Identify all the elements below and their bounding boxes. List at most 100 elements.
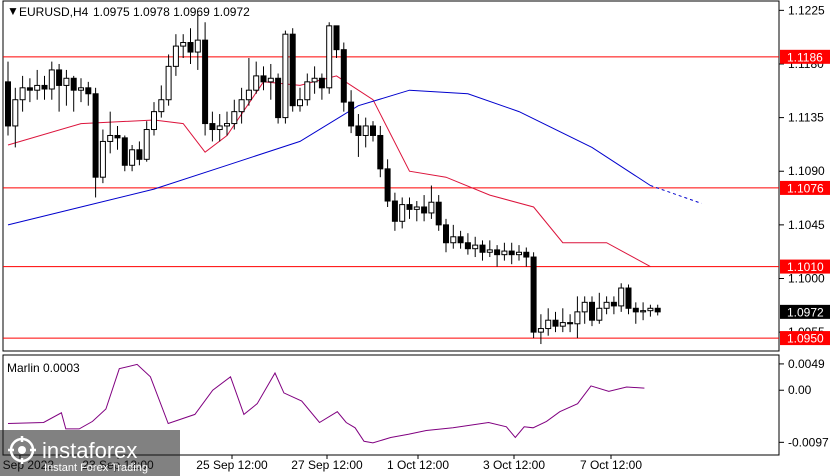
bearish-candle: [70, 77, 77, 91]
level-tag: [780, 180, 830, 195]
bearish-candle: [85, 87, 92, 95]
bullish-candle: [107, 134, 114, 142]
level-tag: [780, 49, 830, 64]
ohlc-values: 1.0975 1.0978 1.0969 1.0972: [93, 5, 250, 19]
bearish-candle: [552, 319, 559, 327]
bullish-candle: [413, 206, 420, 210]
bullish-candle: [297, 99, 303, 107]
moving-averages: [7, 75, 702, 268]
bearish-candle: [530, 256, 537, 333]
bullish-candle: [158, 99, 165, 113]
bearish-candle: [92, 93, 99, 178]
level-label: 1.1010: [787, 260, 824, 274]
bullish-candle: [180, 42, 187, 47]
last-price-tag: [780, 304, 830, 319]
bearish-candle: [377, 134, 384, 170]
logo-mark-icon: [8, 436, 36, 464]
marlin-line: [7, 363, 645, 444]
bearish-candle: [26, 87, 33, 91]
bullish-candle: [231, 111, 238, 125]
bearish-candle: [435, 201, 442, 226]
bearish-candle: [340, 49, 347, 103]
level-label: 1.0950: [787, 332, 824, 346]
level-label: 1.1186: [787, 50, 823, 64]
bullish-candle: [596, 307, 603, 321]
bearish-candle: [654, 307, 661, 313]
bearish-candle: [202, 39, 209, 125]
bullish-candle: [194, 39, 201, 53]
bearish-candle: [56, 69, 63, 86]
bullish-candle: [34, 84, 41, 91]
bullish-candle: [537, 328, 544, 333]
bearish-candle: [494, 249, 501, 256]
price-tick-label: 1.1135: [788, 111, 824, 125]
bearish-candle: [260, 75, 267, 83]
bullish-candle: [99, 140, 106, 178]
bearish-candle: [421, 206, 428, 214]
bearish-candle: [318, 77, 325, 89]
bullish-candle: [129, 149, 136, 166]
bearish-candle: [406, 204, 413, 210]
bullish-candle: [574, 311, 581, 325]
bullish-candle: [172, 45, 179, 67]
bearish-candle: [457, 236, 464, 244]
bullish-candle: [501, 250, 508, 256]
bullish-candle: [326, 25, 333, 89]
bullish-candle: [618, 287, 625, 307]
bullish-candle: [165, 65, 172, 101]
indicator-axis: 0.0049 0.00 -0.0097: [779, 357, 829, 449]
bearish-candle: [348, 101, 355, 127]
chart-header-arrow[interactable]: ▼: [7, 4, 19, 18]
last-price-label: 1.0972: [787, 305, 824, 319]
bearish-candle: [479, 244, 486, 253]
watermark-tagline: Instant Forex Trading: [44, 462, 148, 474]
price-pane: [2, 0, 780, 352]
horizontal-levels: 1.1186 1.1076 1.1010 1.0950 1.0972: [3, 49, 830, 346]
bullish-candle: [362, 125, 369, 136]
bullish-candle: [603, 301, 610, 309]
bearish-candle: [5, 81, 11, 127]
bullish-candle: [450, 236, 457, 244]
bearish-candle: [443, 224, 449, 244]
bearish-candle: [589, 301, 595, 321]
bullish-candle: [581, 301, 588, 313]
bullish-candle: [78, 87, 84, 91]
bullish-candle: [282, 33, 289, 119]
price-tick-label: 1.1000: [788, 271, 825, 285]
level-tag: [780, 259, 830, 274]
instaforex-logo: instaforex Instant Forex Trading: [0, 430, 180, 476]
bearish-candle: [508, 250, 515, 256]
bearish-candle: [632, 307, 639, 313]
bullish-candle: [253, 75, 260, 91]
time-tick-label: 27 Sep 12:00: [291, 458, 363, 472]
bullish-candle: [472, 244, 479, 250]
bearish-candle: [384, 168, 391, 202]
bullish-candle: [559, 322, 566, 327]
bullish-candle: [245, 89, 252, 101]
bearish-candle: [610, 301, 617, 307]
watermark-brand: instaforex: [42, 438, 137, 463]
time-tick-label: 1 Oct 12:00: [387, 458, 449, 472]
bearish-candle: [41, 84, 48, 90]
bullish-candle: [63, 77, 70, 86]
time-tick-label: 3 Oct 12:00: [483, 458, 545, 472]
bullish-candle: [640, 310, 647, 313]
level-tag: [780, 331, 830, 346]
bearish-candle: [275, 77, 282, 119]
level-label: 1.1076: [787, 181, 824, 195]
slow-ma-line: [7, 89, 651, 226]
bearish-candle: [464, 242, 471, 250]
bearish-candle: [391, 200, 398, 222]
bearish-candle: [121, 137, 128, 166]
indicator-tick-label: 0.0049: [788, 357, 825, 371]
bullish-candle: [224, 123, 230, 127]
time-tick-label: 7 Oct 12:00: [580, 458, 642, 472]
bullish-candle: [304, 81, 311, 101]
bullish-candle: [516, 251, 522, 256]
bullish-candle: [428, 201, 435, 214]
price-tick-label: 1.1090: [788, 164, 825, 178]
candlestick-series: [5, 13, 661, 345]
bullish-candle: [486, 249, 493, 253]
bullish-candle: [311, 77, 318, 83]
